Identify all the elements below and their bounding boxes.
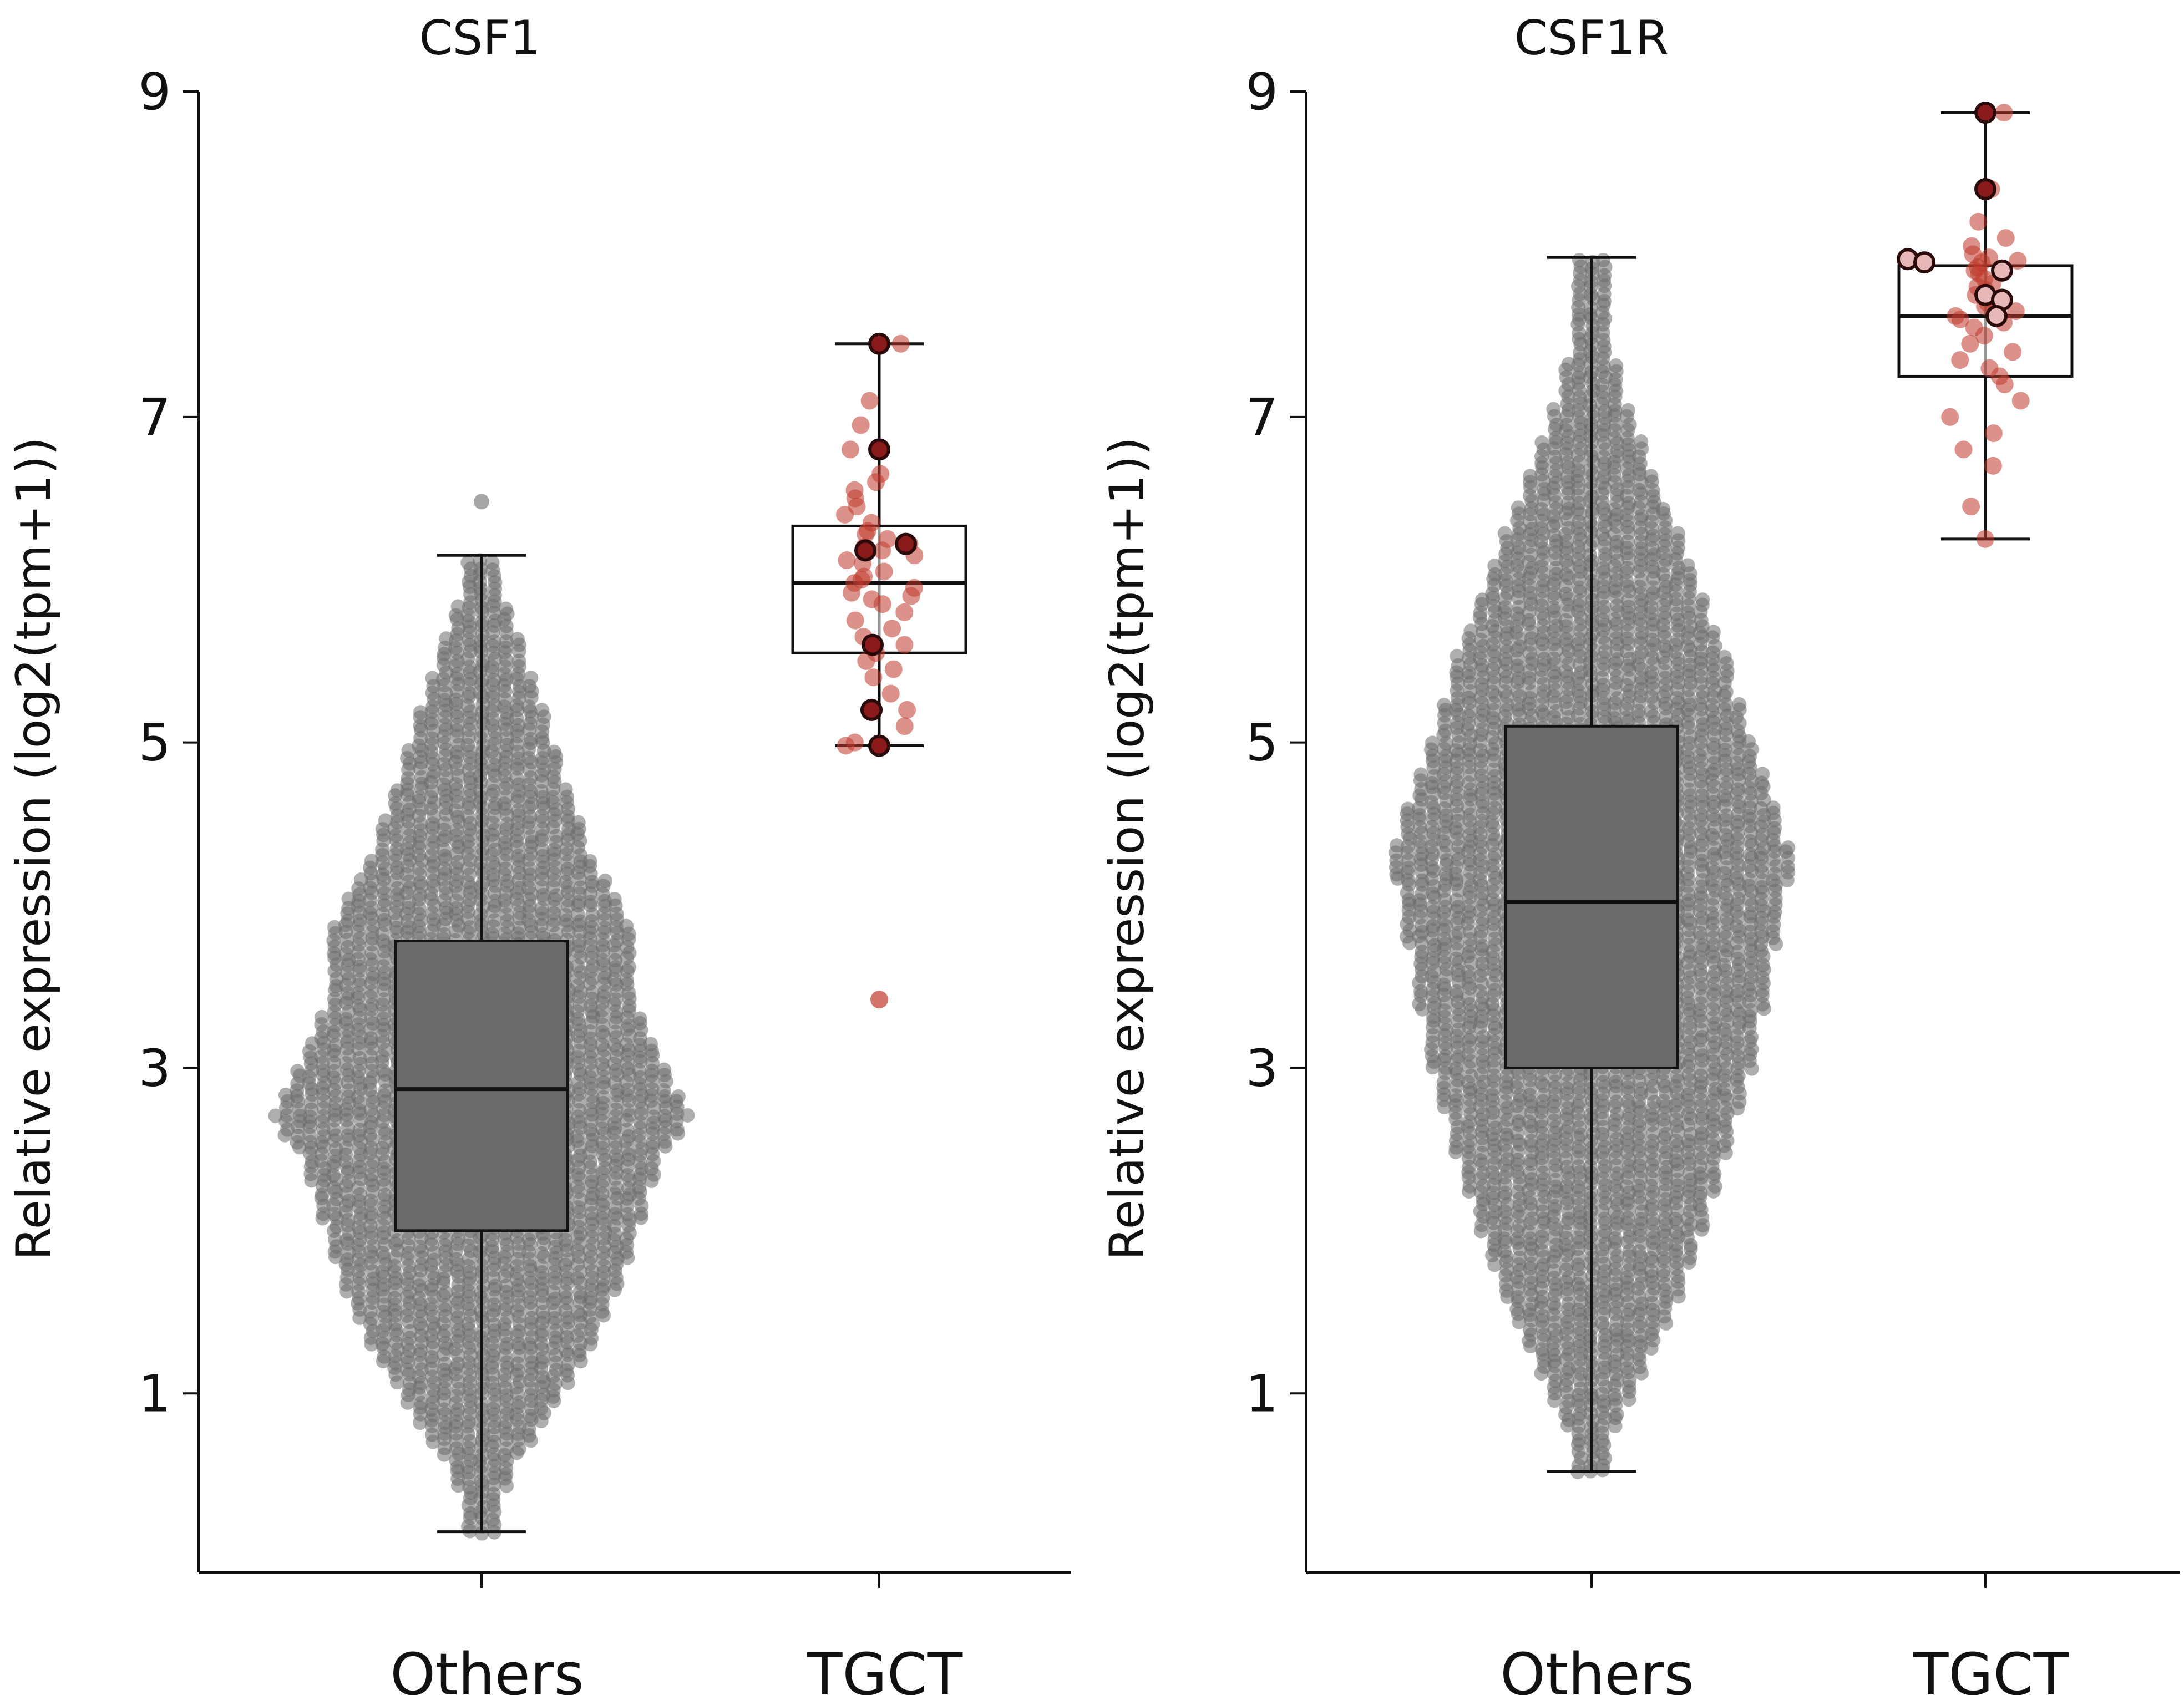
data-point xyxy=(364,854,379,869)
highlighted-point xyxy=(868,332,890,355)
x-tick-label: Others xyxy=(1500,1641,1694,1695)
y-tick-label: 5 xyxy=(1245,713,1278,773)
x-tick-label: TGCT xyxy=(807,1641,963,1695)
data-point xyxy=(510,632,525,647)
data-point xyxy=(857,525,875,544)
data-point xyxy=(657,1062,672,1077)
data-point xyxy=(546,744,561,759)
data-point xyxy=(898,701,916,719)
data-point xyxy=(597,874,612,889)
y-tick-label: 5 xyxy=(138,713,171,773)
data-point xyxy=(857,652,875,670)
data-point xyxy=(413,705,428,720)
highlighted-point xyxy=(868,438,890,461)
y-axis-label: Relative expression (log2(tpm+1)) xyxy=(1099,437,1155,1260)
data-point xyxy=(902,587,920,605)
data-point xyxy=(864,668,883,687)
x-tick-label: Others xyxy=(390,1641,584,1695)
data-point xyxy=(836,505,854,524)
data-point xyxy=(895,636,914,654)
data-point xyxy=(485,555,500,570)
data-point xyxy=(278,1087,293,1102)
data-point xyxy=(473,553,488,568)
y-tick-label: 7 xyxy=(138,388,171,447)
highlighted-point xyxy=(862,633,884,656)
data-point xyxy=(268,1108,283,1123)
data-point xyxy=(671,1089,686,1104)
data-point xyxy=(884,660,903,678)
data-point xyxy=(891,334,910,353)
tgct-points xyxy=(836,334,924,755)
data-point xyxy=(390,783,405,798)
data-point xyxy=(1781,840,1796,855)
highlighted-point xyxy=(868,734,890,757)
y-tick-label: 3 xyxy=(138,1038,171,1098)
data-point xyxy=(632,1011,647,1026)
x-tick-label: TGCT xyxy=(1913,1641,2069,1695)
data-point xyxy=(643,1037,658,1052)
data-point xyxy=(873,595,891,613)
outlier-point xyxy=(870,991,888,1009)
data-point xyxy=(534,703,549,718)
chart-title: CSF1R xyxy=(1514,11,1669,66)
y-tick-label: 9 xyxy=(1245,62,1278,121)
data-point xyxy=(524,671,539,686)
data-point xyxy=(460,555,475,570)
chart-title: CSF1 xyxy=(419,11,541,66)
highlighted-point xyxy=(860,698,883,721)
data-point xyxy=(873,541,891,560)
y-tick-label: 1 xyxy=(138,1364,171,1423)
data-point xyxy=(843,583,861,602)
chart-panel-csf1r: CSF1R Relative expression (log2(tpm+1)) … xyxy=(1092,0,2184,1695)
highlighted-point xyxy=(854,539,876,562)
data-point xyxy=(841,440,859,459)
y-tick-label: 3 xyxy=(1245,1038,1278,1098)
outlier-point xyxy=(474,494,489,510)
data-point xyxy=(290,1064,305,1079)
data-point xyxy=(680,1108,695,1123)
data-point xyxy=(883,620,901,638)
data-point xyxy=(607,891,622,906)
data-point xyxy=(558,782,573,797)
data-point xyxy=(838,551,856,570)
data-point xyxy=(846,611,864,630)
data-point xyxy=(860,392,879,410)
data-point xyxy=(327,920,342,935)
data-point xyxy=(425,671,440,686)
data-point xyxy=(498,601,513,616)
data-point xyxy=(881,684,900,703)
chart-csf1: CSF1 Relative expression (log2(tpm+1)) 1… xyxy=(6,11,1071,1695)
data-point xyxy=(1400,801,1415,816)
box-iqr xyxy=(394,940,569,1232)
chart-csf1r: CSF1R Relative expression (log2(tpm+1)) … xyxy=(1099,11,2180,1695)
data-point xyxy=(895,603,914,621)
data-point xyxy=(450,599,465,614)
data-point xyxy=(875,562,893,581)
data-point xyxy=(895,717,914,735)
highlighted-point xyxy=(895,532,917,555)
data-point xyxy=(378,813,393,828)
y-axis-label: Relative expression (log2(tpm+1)) xyxy=(6,437,62,1260)
y-tick-label: 9 xyxy=(138,62,171,121)
data-point xyxy=(837,737,855,755)
data-point xyxy=(1766,800,1781,815)
y-tick-label: 7 xyxy=(1245,388,1278,447)
data-point xyxy=(571,815,586,830)
y-tick-label: 1 xyxy=(1245,1364,1278,1423)
data-point xyxy=(852,416,870,434)
data-point xyxy=(867,473,885,491)
data-point xyxy=(1390,838,1405,853)
data-point xyxy=(314,1009,329,1024)
chart-panel-csf1: CSF1 Relative expression (log2(tpm+1)) 1… xyxy=(6,11,1071,1695)
